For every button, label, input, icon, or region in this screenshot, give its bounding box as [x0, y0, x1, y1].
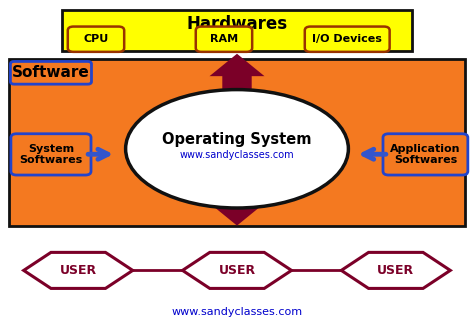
FancyBboxPatch shape: [305, 27, 390, 52]
Text: System
Softwares: System Softwares: [19, 144, 82, 165]
Text: Operating System: Operating System: [162, 132, 312, 147]
Text: Hardwares: Hardwares: [186, 15, 288, 33]
Polygon shape: [341, 252, 450, 288]
Text: Software: Software: [12, 66, 90, 80]
Text: www.sandyclasses.com: www.sandyclasses.com: [180, 150, 294, 160]
Text: www.sandyclasses.com: www.sandyclasses.com: [172, 307, 302, 317]
FancyBboxPatch shape: [9, 59, 465, 226]
Text: Application
Softwares: Application Softwares: [390, 144, 461, 165]
Polygon shape: [24, 252, 133, 288]
Polygon shape: [182, 252, 292, 288]
Text: USER: USER: [60, 264, 97, 277]
FancyBboxPatch shape: [196, 27, 252, 52]
FancyBboxPatch shape: [11, 134, 91, 175]
FancyBboxPatch shape: [68, 27, 124, 52]
Polygon shape: [210, 54, 264, 90]
Text: USER: USER: [377, 264, 414, 277]
Text: USER: USER: [219, 264, 255, 277]
Text: RAM: RAM: [210, 34, 238, 44]
FancyBboxPatch shape: [383, 134, 468, 175]
FancyBboxPatch shape: [62, 10, 412, 51]
Polygon shape: [210, 203, 264, 226]
Ellipse shape: [126, 90, 348, 208]
Text: CPU: CPU: [83, 34, 109, 44]
FancyBboxPatch shape: [10, 61, 91, 84]
Text: I/O Devices: I/O Devices: [312, 34, 382, 44]
